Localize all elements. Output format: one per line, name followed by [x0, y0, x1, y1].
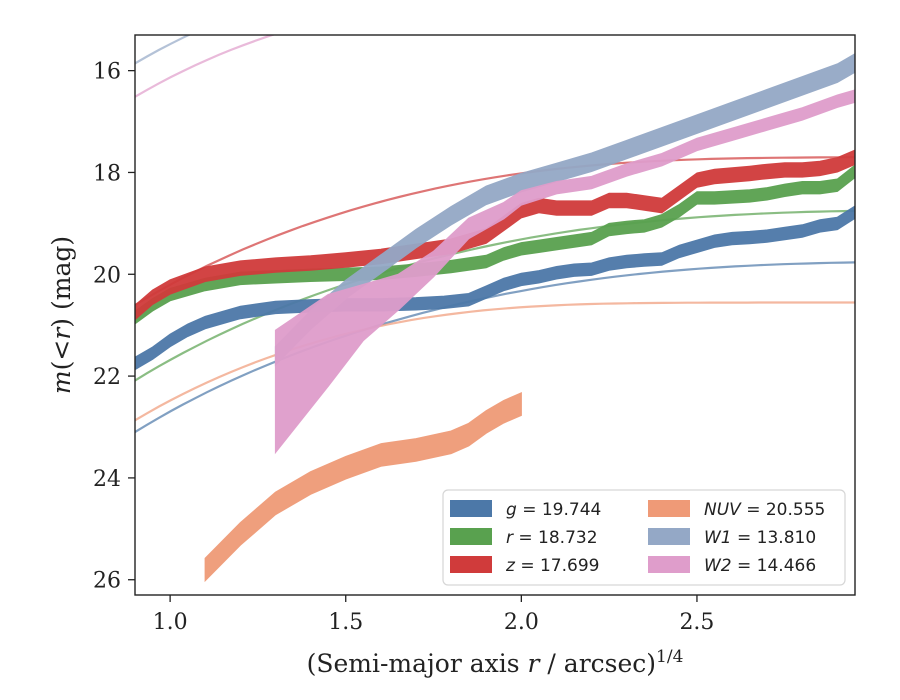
x-axis-label-main: (Semi-major axis: [307, 649, 528, 678]
y-axis-label-m: m: [47, 370, 76, 394]
x-axis-label-rest: / arcsec): [539, 649, 656, 678]
x-axis-label-var: r: [528, 649, 542, 678]
y-tick-label: 18: [93, 161, 121, 186]
x-tick-label: 1.5: [328, 610, 363, 635]
series-band-g: [135, 205, 855, 371]
legend-swatch-z: [450, 556, 492, 573]
legend-swatch-w1: [648, 528, 690, 545]
plot-frame: [134, 34, 856, 596]
legend-label-r: r = 18.732: [506, 528, 598, 548]
legend-label-g: g = 19.744: [506, 500, 601, 520]
legend: g = 19.744 r = 18.732 z = 17.699 NUV = 20.5…: [442, 489, 846, 586]
legend-label-z: z = 17.699: [505, 556, 599, 576]
plot-area: [135, 35, 855, 583]
axis-ticks: 1.0 1.5 2.0 2.5 16 18 20 22 24 26: [93, 60, 714, 635]
series-band-nuv: [204, 391, 522, 583]
legend-box: [442, 489, 846, 586]
series-band-w1: [274, 53, 855, 367]
x-axis-label-sup: 1/4: [656, 647, 683, 667]
model-curve-nuv: [135, 301, 855, 422]
legend-label-w1: W1 = 13.810: [704, 528, 816, 548]
model-curve-g: [135, 261, 855, 433]
y-axis-label-r: r: [47, 326, 76, 340]
y-tick-label: 26: [93, 569, 121, 594]
y-axis-label-open: (<: [47, 340, 76, 371]
model-curve-r: [135, 209, 855, 382]
model-curve-z: [135, 156, 855, 306]
legend-label-nuv: NUV = 20.555: [704, 500, 825, 520]
legend-label-w2: W2 = 14.466: [704, 556, 816, 576]
x-tick-label: 2.0: [504, 610, 539, 635]
y-axis-label-close: ) (mag): [47, 236, 76, 328]
y-tick-label: 24: [93, 467, 121, 492]
series-band-r: [135, 164, 855, 325]
model-curve-w2: [135, 35, 276, 98]
legend-swatch-g: [450, 500, 492, 517]
y-tick-label: 22: [93, 365, 121, 390]
series-band-w2: [274, 89, 855, 455]
legend-swatch-r: [450, 528, 492, 545]
y-tick-label: 16: [93, 60, 121, 85]
legend-swatch-nuv: [648, 500, 690, 517]
y-tick-label: 20: [93, 263, 121, 288]
model-curve-w1: [135, 35, 192, 65]
x-tick-label: 2.5: [679, 610, 714, 635]
y-axis-label: m(<r) (mag): [47, 236, 76, 394]
x-tick-label: 1.0: [153, 610, 188, 635]
x-axis-label: (Semi-major axis r / arcsec)1/4: [307, 647, 684, 678]
legend-swatch-w2: [648, 556, 690, 573]
